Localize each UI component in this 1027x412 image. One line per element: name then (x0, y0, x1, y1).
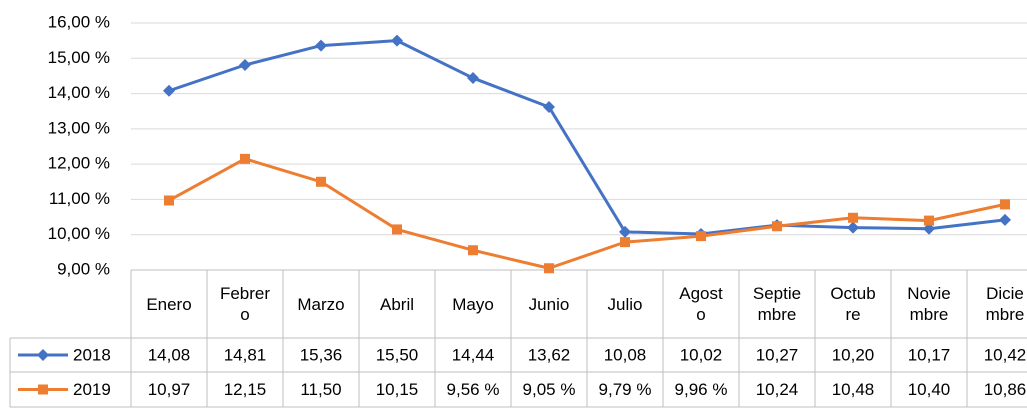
legend-marker (38, 384, 48, 395)
marker (848, 212, 858, 223)
data-table-value: 10,86 (984, 380, 1027, 399)
category-cell: Septiembre (752, 284, 802, 324)
category-cell: Mayo (452, 294, 494, 314)
data-table-value: 10,97 (148, 380, 191, 399)
y-tick-label: 12,00 % (48, 154, 110, 173)
marker (392, 224, 402, 235)
category-cell: Junio (528, 294, 570, 314)
marker (315, 39, 327, 52)
marker (316, 176, 326, 187)
data-table-value: 14,81 (224, 345, 267, 364)
marker (391, 34, 403, 47)
x-tick-label: Octubre (830, 284, 876, 324)
category-cell: Agosto (679, 284, 723, 324)
y-tick-label: 13,00 % (48, 118, 110, 137)
category-cell: Julio (607, 294, 643, 314)
category-cell: Enero (146, 294, 192, 314)
x-tick-label: Mayo (452, 294, 494, 314)
data-table-value: 15,50 (376, 345, 419, 364)
marker (1000, 199, 1010, 210)
x-tick-label: Marzo (297, 294, 345, 314)
marker (696, 231, 706, 242)
x-tick-label: Julio (607, 294, 643, 314)
y-tick-label: 14,00 % (48, 83, 110, 102)
data-table-value: 10,17 (908, 345, 951, 364)
data-table-value: 9,96 % (675, 380, 728, 399)
series-line (168, 157, 1006, 270)
marker (923, 222, 935, 235)
data-table-value: 10,15 (376, 380, 419, 399)
marker (544, 263, 554, 274)
marker (163, 84, 175, 97)
x-tick-label: Noviembre (907, 284, 951, 324)
category-cell: Abril (379, 294, 414, 314)
data-table-value: 10,24 (756, 380, 799, 399)
marker (239, 58, 251, 71)
marker (924, 215, 934, 226)
data-table-value: 15,36 (300, 345, 343, 364)
legend-marker (37, 349, 49, 361)
data-table-value: 9,56 % (447, 380, 500, 399)
data-table-value: 14,44 (452, 345, 495, 364)
category-cell: Marzo (297, 294, 345, 314)
marker (772, 221, 782, 232)
x-tick-label: Junio (528, 294, 570, 314)
category-cell: Octubre (830, 284, 876, 324)
y-tick-label: 10,00 % (48, 224, 110, 243)
y-tick-label: 16,00 % (48, 12, 110, 31)
data-table-value: 10,08 (604, 345, 647, 364)
marker (467, 72, 479, 85)
marker (164, 195, 174, 206)
series-line (168, 39, 1006, 236)
data-table-value: 10,40 (908, 380, 951, 399)
x-tick-label: Septiembre (752, 284, 802, 324)
category-cell: Noviembre (907, 284, 951, 324)
marker (240, 153, 250, 164)
data-table-value: 9,05 % (523, 380, 576, 399)
marker (619, 225, 631, 238)
x-tick-label: Febrero (219, 284, 271, 324)
x-tick-label: Abril (379, 294, 414, 314)
data-table-value: 10,48 (832, 380, 875, 399)
data-table-value: 12,15 (224, 380, 267, 399)
x-tick-label: Enero (146, 294, 192, 314)
data-table-value: 10,27 (756, 345, 799, 364)
y-tick-label: 15,00 % (48, 48, 110, 67)
marker (999, 213, 1011, 226)
data-table-value: 10,42 (984, 345, 1027, 364)
legend-label: 2019 (73, 380, 111, 399)
marker (543, 100, 555, 113)
marker (847, 221, 859, 234)
legend-label: 2018 (73, 345, 111, 364)
data-table-value: 10,02 (680, 345, 723, 364)
y-tick-label: 11,00 % (49, 189, 110, 208)
category-cell: Diciembre (985, 284, 1025, 324)
data-table-value: 10,20 (832, 345, 875, 364)
category-cell: Febrero (219, 284, 271, 324)
data-table-value: 13,62 (528, 345, 571, 364)
y-tick-label: 9,00 % (57, 259, 110, 278)
x-tick-label: Diciembre (985, 284, 1025, 324)
marker (620, 237, 630, 248)
data-table-value: 9,79 % (599, 380, 652, 399)
x-tick-label: Agosto (679, 284, 723, 324)
data-table-value: 11,50 (300, 380, 341, 399)
marker (468, 245, 478, 256)
data-table-value: 14,08 (148, 345, 191, 364)
